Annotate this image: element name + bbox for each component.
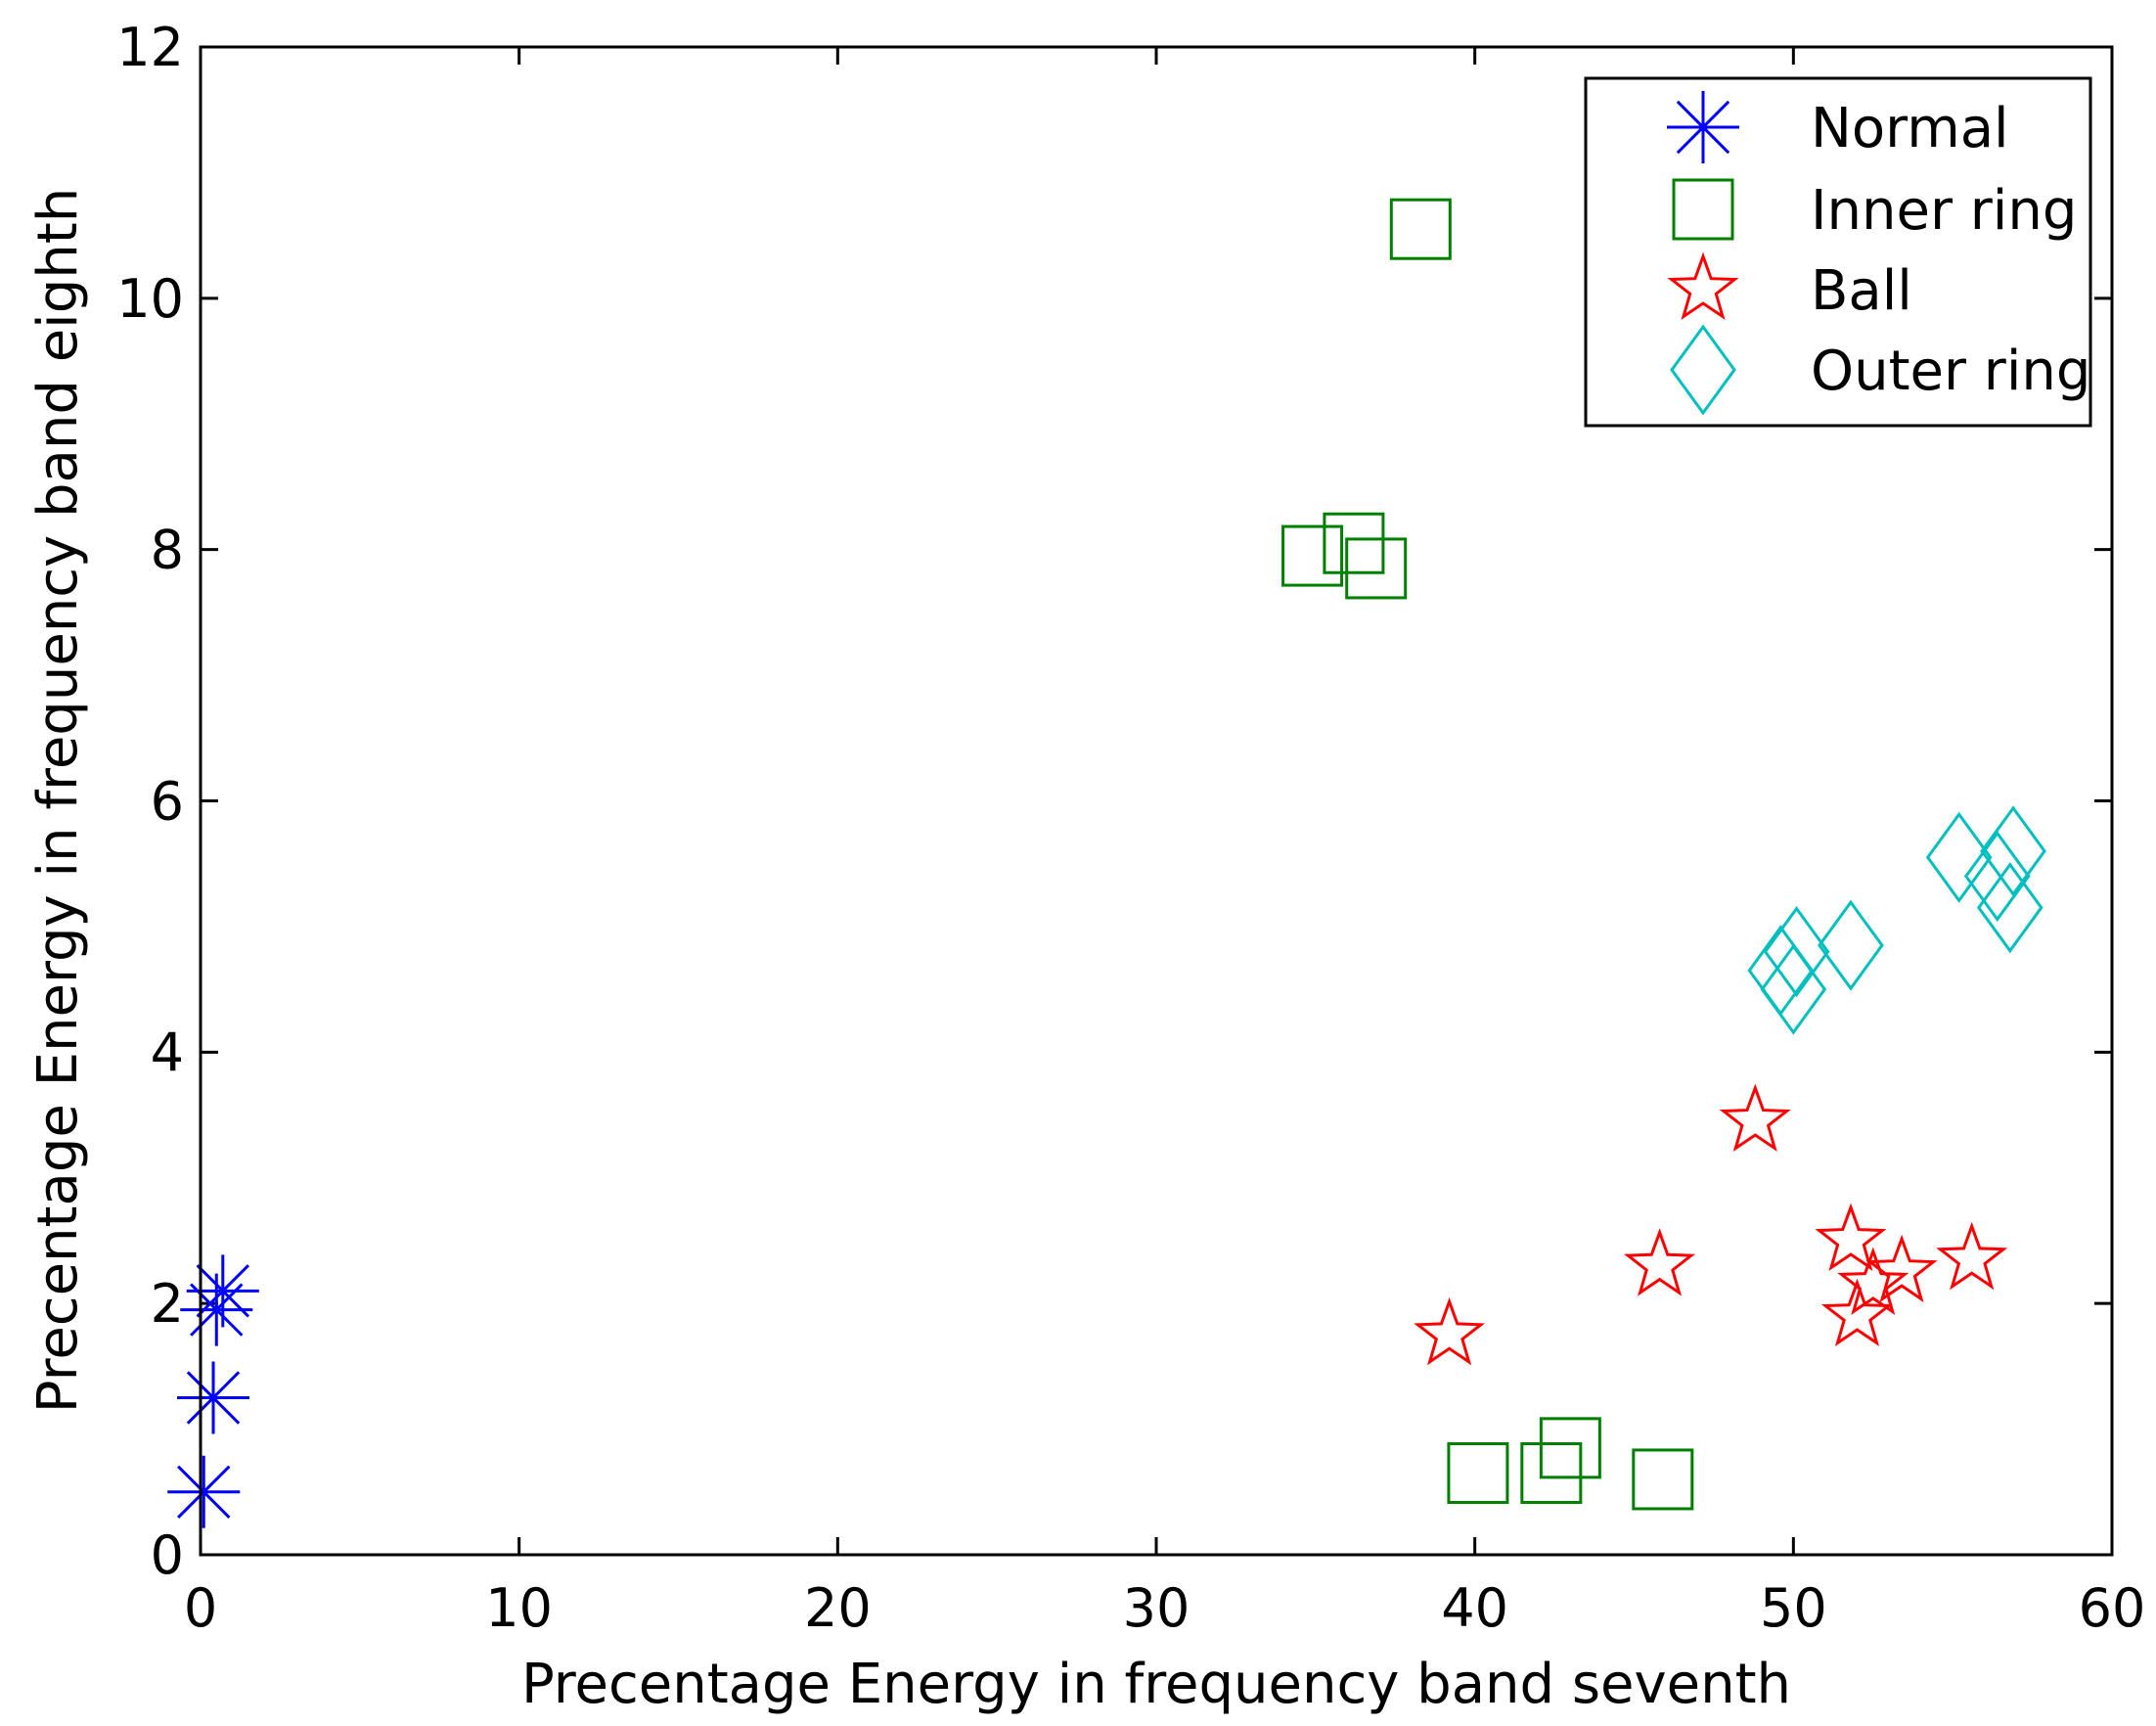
x-tick-label: 60 — [2079, 1577, 2146, 1639]
point-normal — [180, 1273, 253, 1346]
point-ball — [1414, 1296, 1486, 1366]
legend-marker-inner-ring — [1672, 178, 1734, 241]
y-tick-label: 10 — [116, 268, 184, 330]
legend-label-inner-ring: Inner ring — [1811, 179, 2077, 243]
series-ball — [1414, 1083, 2008, 1366]
y-tick-label: 8 — [151, 520, 184, 581]
legend-marker-outer-ring — [1670, 324, 1736, 416]
x-axis-label: Precentage Energy in frequency band seve… — [521, 1653, 1791, 1716]
y-tick-label: 2 — [151, 1273, 184, 1335]
point-outer-ring — [1760, 943, 1827, 1035]
y-tick-label: 6 — [151, 771, 184, 833]
point-ball — [1820, 1278, 1893, 1347]
point-ball — [1624, 1228, 1696, 1296]
x-tick-label: 0 — [184, 1577, 217, 1639]
point-ball — [1815, 1203, 1887, 1272]
x-tick-label: 10 — [485, 1577, 553, 1639]
y-tick-label: 0 — [151, 1524, 184, 1586]
point-outer-ring — [1963, 830, 2031, 923]
point-inner-ring — [1447, 1442, 1509, 1505]
point-outer-ring — [1976, 862, 2044, 954]
point-normal — [177, 1361, 250, 1434]
point-inner-ring — [1345, 537, 1408, 600]
point-inner-ring — [1281, 524, 1344, 587]
x-tick-labels: 0 10 20 30 40 50 60 — [184, 1577, 2146, 1639]
point-outer-ring — [1763, 906, 1830, 998]
point-ball — [1865, 1234, 1938, 1303]
legend-label-ball: Ball — [1811, 259, 1912, 323]
series-outer-ring — [1747, 805, 2046, 1035]
legend: Normal Inner ring Ball Outer ring — [1584, 76, 2092, 428]
point-normal — [167, 1455, 241, 1528]
legend-box — [1584, 76, 2092, 428]
point-ball — [1936, 1221, 2008, 1291]
point-inner-ring — [1323, 512, 1385, 574]
point-inner-ring — [1389, 198, 1452, 260]
plot-frame — [199, 45, 2114, 1557]
x-tick-label: 30 — [1123, 1577, 1190, 1639]
y-tick-labels: 0 2 4 6 8 10 12 — [116, 17, 184, 1586]
point-inner-ring — [1520, 1442, 1583, 1505]
point-ball — [1719, 1083, 1791, 1153]
legend-marker-ball — [1667, 251, 1739, 321]
legend-label-normal: Normal — [1811, 97, 2009, 160]
y-tick-label: 4 — [151, 1022, 184, 1083]
y-axis-label: Precentage Energy in frequency band eigh… — [26, 188, 90, 1413]
x-tick-label: 40 — [1441, 1577, 1508, 1639]
point-outer-ring — [1818, 899, 1884, 991]
y-tick-label: 12 — [116, 17, 184, 78]
point-inner-ring — [1632, 1448, 1694, 1511]
point-inner-ring — [1539, 1417, 1601, 1479]
x-tick-label: 20 — [804, 1577, 872, 1639]
point-outer-ring — [1925, 811, 1993, 903]
x-tick-label: 50 — [1760, 1577, 1827, 1639]
point-ball — [1837, 1247, 1909, 1315]
series-inner-ring — [1281, 198, 1694, 1511]
legend-marker-normal — [1667, 91, 1739, 163]
point-outer-ring — [1980, 805, 2046, 897]
legend-label-outer-ring: Outer ring — [1811, 340, 2090, 403]
